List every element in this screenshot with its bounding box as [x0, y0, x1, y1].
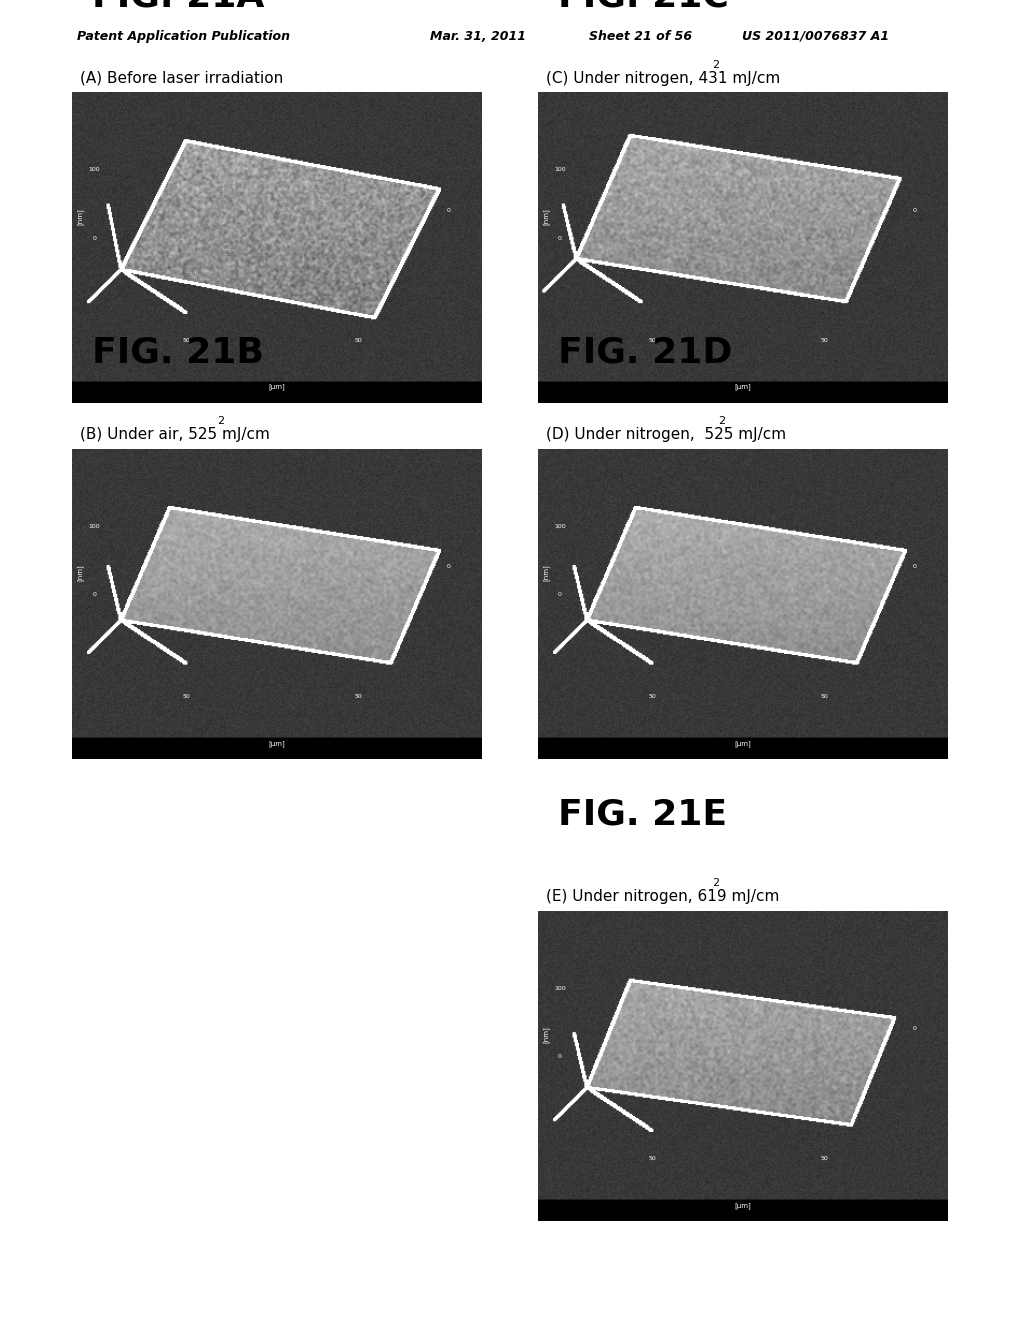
- Text: [μm]: [μm]: [734, 383, 751, 391]
- Text: 0: 0: [446, 564, 451, 569]
- Text: [nm]: [nm]: [543, 1027, 549, 1043]
- Text: [μm]: [μm]: [268, 739, 285, 747]
- Text: 50: 50: [182, 338, 190, 343]
- Text: 0: 0: [446, 207, 451, 213]
- Text: 2: 2: [217, 416, 224, 426]
- Text: [μm]: [μm]: [734, 1201, 751, 1209]
- Text: 100: 100: [554, 986, 565, 991]
- Text: Sheet 21 of 56: Sheet 21 of 56: [589, 30, 692, 42]
- Text: FIG. 21E: FIG. 21E: [558, 797, 727, 832]
- Text: FIG. 21D: FIG. 21D: [558, 335, 732, 370]
- Text: 50: 50: [648, 338, 656, 343]
- Text: (E) Under nitrogen, 619 mJ/cm: (E) Under nitrogen, 619 mJ/cm: [546, 890, 779, 904]
- Text: [μm]: [μm]: [268, 383, 285, 391]
- Text: [nm]: [nm]: [543, 565, 549, 581]
- Text: 0: 0: [558, 236, 562, 240]
- Text: (D) Under nitrogen,  525 mJ/cm: (D) Under nitrogen, 525 mJ/cm: [546, 428, 785, 442]
- Text: 0: 0: [912, 564, 916, 569]
- Text: 0: 0: [92, 236, 96, 240]
- Text: 50: 50: [182, 694, 190, 700]
- Text: 50: 50: [354, 694, 362, 700]
- Text: (A) Before laser irradiation: (A) Before laser irradiation: [80, 71, 283, 86]
- Text: FIG. 21A: FIG. 21A: [92, 0, 264, 13]
- Text: 100: 100: [554, 168, 565, 173]
- Text: [nm]: [nm]: [543, 209, 549, 224]
- Text: 50: 50: [820, 338, 828, 343]
- Text: 50: 50: [820, 1156, 828, 1162]
- Text: 2: 2: [712, 59, 719, 70]
- Text: 0: 0: [912, 1026, 916, 1031]
- Text: 2: 2: [712, 878, 719, 888]
- Text: 50: 50: [820, 694, 828, 700]
- Text: FIG. 21B: FIG. 21B: [92, 335, 264, 370]
- Text: 0: 0: [558, 593, 562, 597]
- Text: 2: 2: [718, 416, 725, 426]
- Text: 100: 100: [88, 168, 99, 173]
- Text: (B) Under air, 525 mJ/cm: (B) Under air, 525 mJ/cm: [80, 428, 269, 442]
- Text: [μm]: [μm]: [734, 739, 751, 747]
- Text: [nm]: [nm]: [77, 209, 83, 224]
- Text: 100: 100: [554, 524, 565, 529]
- Text: 50: 50: [648, 1156, 656, 1162]
- Text: 0: 0: [558, 1055, 562, 1059]
- Text: Mar. 31, 2011: Mar. 31, 2011: [430, 30, 526, 42]
- Text: 100: 100: [88, 524, 99, 529]
- Text: US 2011/0076837 A1: US 2011/0076837 A1: [742, 30, 890, 42]
- Text: 50: 50: [648, 694, 656, 700]
- Text: FIG. 21C: FIG. 21C: [558, 0, 729, 13]
- Text: 0: 0: [912, 207, 916, 213]
- Text: Patent Application Publication: Patent Application Publication: [77, 30, 290, 42]
- Text: [nm]: [nm]: [77, 565, 83, 581]
- Text: 0: 0: [92, 593, 96, 597]
- Text: 50: 50: [354, 338, 362, 343]
- Text: (C) Under nitrogen, 431 mJ/cm: (C) Under nitrogen, 431 mJ/cm: [546, 71, 780, 86]
